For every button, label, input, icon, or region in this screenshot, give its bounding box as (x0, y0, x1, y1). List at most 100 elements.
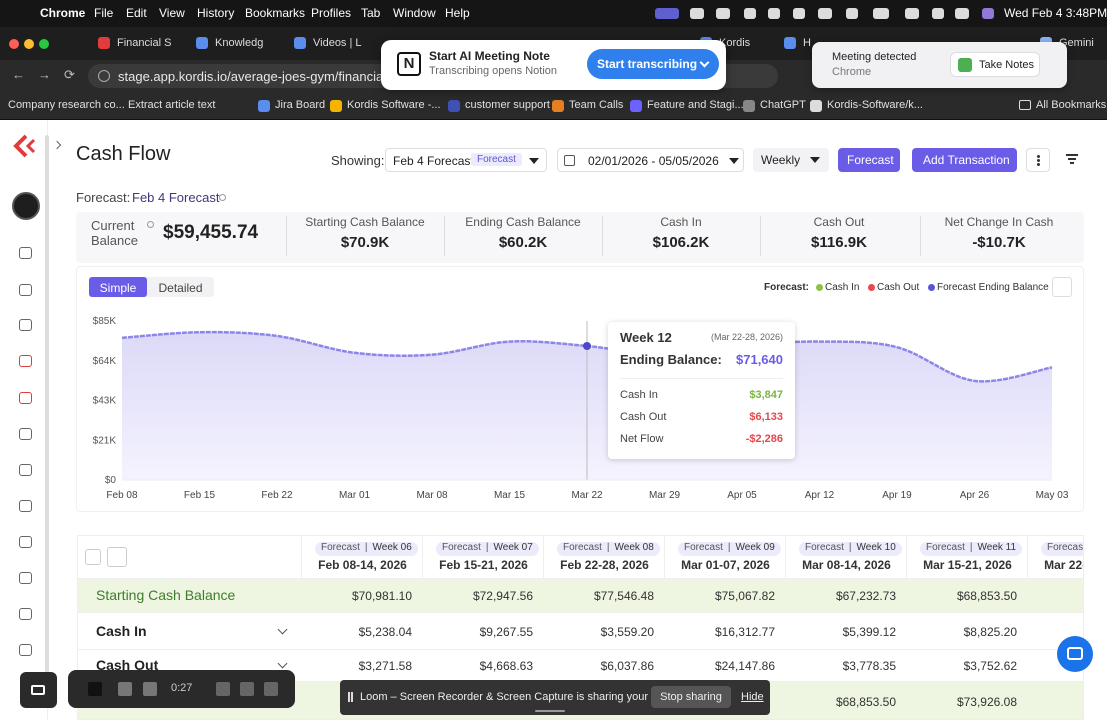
nav-button[interactable]: ⟳ (64, 67, 75, 82)
hide-button[interactable]: Hide (741, 691, 764, 703)
table-cell: $70,981.10 (351, 589, 412, 603)
recorder-icon[interactable] (264, 682, 278, 696)
pause-icon (348, 692, 353, 702)
menu-item[interactable]: View (159, 6, 185, 20)
column-week: Week 09 (735, 542, 775, 553)
sidebar-icon[interactable] (19, 392, 32, 404)
window-control[interactable] (9, 39, 19, 49)
forecast-button[interactable]: Forecast (838, 148, 900, 172)
window-control[interactable] (39, 39, 49, 49)
caret (810, 157, 820, 168)
info-icon[interactable] (219, 194, 226, 201)
status-icon (655, 8, 679, 19)
menu-item[interactable]: History (197, 6, 235, 20)
stat-divider (286, 216, 287, 256)
menu-item[interactable]: Edit (126, 6, 147, 20)
column-tag-kind: Forecast (926, 542, 965, 553)
toggle-option[interactable]: Detailed (147, 277, 214, 297)
row-expand[interactable] (277, 624, 288, 634)
tab-title: Knowledg (215, 37, 264, 49)
sidebar-icon[interactable] (19, 644, 32, 656)
browser-tab[interactable]: H (784, 33, 864, 55)
filter-button[interactable] (1060, 148, 1084, 172)
row-expand[interactable] (277, 658, 288, 669)
sidebar-toggle[interactable] (52, 140, 62, 150)
bookmark-label: Kordis-Software/k... (827, 99, 923, 111)
column-header: Forecast | Week 09 Mar 01-07, 2026 (664, 536, 785, 578)
nav-button[interactable]: ← (12, 67, 25, 82)
y-tick-label: $43K (93, 396, 117, 407)
sidebar-icon[interactable] (19, 247, 32, 259)
camera-button[interactable] (20, 672, 57, 708)
status-icon (818, 8, 832, 19)
menu-item[interactable]: Tab (361, 6, 381, 20)
menu-item[interactable]: Help (445, 6, 470, 20)
tooltip-row-value: $3,847 (749, 389, 783, 401)
menu-item[interactable]: Window (393, 6, 436, 20)
browser-tab[interactable]: Videos | L (294, 33, 384, 55)
menu-item[interactable]: Profiles (311, 6, 352, 20)
sidebar-icon[interactable] (19, 572, 32, 584)
y-tick-label: $64K (93, 356, 117, 367)
browser-tab[interactable]: Financial S (98, 33, 188, 55)
interval-select[interactable]: Weekly (753, 148, 829, 172)
all-bookmarks[interactable]: All Bookmarks (1036, 99, 1107, 111)
expand-chart[interactable] (1052, 277, 1072, 297)
menu-app[interactable]: Chrome (40, 6, 86, 20)
download-button[interactable] (85, 549, 101, 565)
take-notes[interactable]: Take Notes (950, 52, 1040, 77)
recorder-icon[interactable] (143, 682, 157, 696)
recorder-icon[interactable] (88, 682, 102, 696)
bookmark-label: customer support (465, 99, 550, 111)
chat-button[interactable] (1057, 636, 1093, 672)
dot (1037, 159, 1040, 162)
tab-title: H (803, 37, 811, 49)
column-dates: Feb 22-28, 2026 (560, 558, 649, 572)
sidebar-icon[interactable] (19, 500, 32, 512)
start-transcribing[interactable]: Start transcribing (587, 49, 719, 79)
table-row: Cash In $5,238.04 $9,267.55 $3,559.20 $16,31… (78, 612, 1083, 649)
sidebar-icon[interactable] (19, 536, 32, 548)
menu-item[interactable]: File (94, 6, 114, 20)
date-range[interactable]: 02/01/2026 - 05/05/2026 (557, 148, 744, 172)
sidebar-icon[interactable] (19, 428, 32, 440)
table-cell: $72,947.56 (472, 589, 533, 603)
info-icon[interactable] (147, 221, 154, 228)
forecast-select[interactable]: Feb 4 Forecast Forecast (385, 148, 547, 172)
recorder-icon[interactable] (240, 682, 254, 696)
sidebar-icon[interactable] (19, 464, 32, 476)
nav-button[interactable]: → (38, 67, 51, 82)
caret (729, 158, 739, 169)
avatar[interactable] (12, 192, 40, 220)
sidebar-icon[interactable] (19, 608, 32, 620)
separator: | (969, 542, 973, 553)
meeting-source: Chrome (832, 66, 872, 78)
stop-sharing[interactable]: Stop sharing (651, 686, 731, 708)
sidebar-icon[interactable] (19, 355, 32, 367)
x-tick-label: May 03 (1036, 490, 1069, 501)
add-transaction-button[interactable]: Add Transaction (912, 148, 1017, 172)
app-logo[interactable] (12, 134, 36, 158)
column-tag: Forecast | Week 08 (557, 542, 660, 556)
menu-item[interactable]: Bookmarks (245, 6, 306, 20)
bookmark-label: Kordis Software -... (347, 99, 441, 111)
legend-label: Forecast Ending Balance (937, 282, 1049, 293)
browser-tab[interactable]: Knowledg (196, 33, 286, 55)
sidebar-icon[interactable] (19, 284, 32, 296)
recorder-icon[interactable] (118, 682, 132, 696)
stop-sharing-label: Stop sharing (660, 691, 722, 703)
toggle-option[interactable]: Simple (89, 277, 147, 297)
y-tick-label: $21K (93, 435, 117, 446)
expand-table[interactable] (107, 547, 127, 567)
tooltip-ending-value: $71,640 (736, 352, 783, 367)
sidebar-icon[interactable] (19, 319, 32, 331)
stat-value: $106.2K (652, 234, 710, 251)
window-control[interactable] (24, 39, 34, 49)
url[interactable]: stage.app.kordis.io/average-joes-gym/fin… (118, 69, 421, 84)
more-menu[interactable] (1026, 148, 1050, 172)
tab-icon (294, 37, 306, 49)
status-icon (982, 8, 994, 19)
recorder-icon[interactable] (216, 682, 230, 696)
status-icon (932, 8, 944, 19)
site-info[interactable] (98, 70, 110, 82)
